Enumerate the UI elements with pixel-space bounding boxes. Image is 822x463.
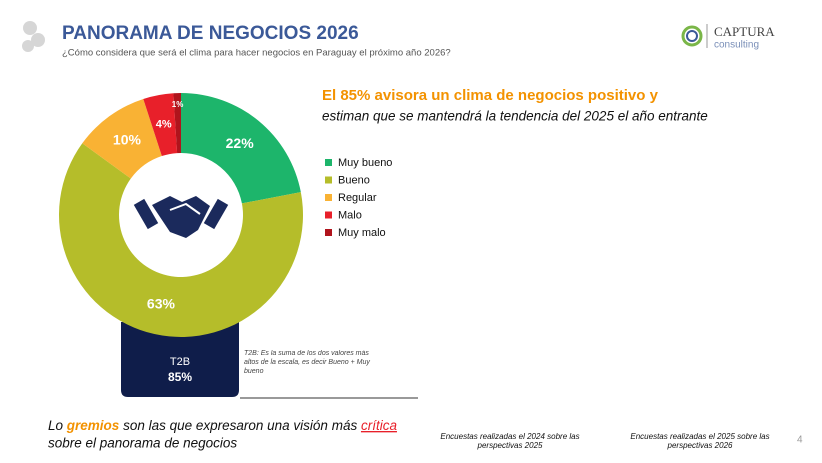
legend-swatch <box>325 159 332 166</box>
headline-2: estiman que se mantendrá la tendencia de… <box>322 109 708 124</box>
bottom-part: son las que expresaron una visión más <box>119 418 361 433</box>
footer-box: Encuestas realizadas el 2024 sobre las p… <box>440 432 580 450</box>
legend-label: Bueno <box>338 174 370 186</box>
value-label: 1% <box>172 100 184 109</box>
legend-swatch <box>325 211 332 219</box>
t2b-value: 85% <box>168 370 192 384</box>
bottom-part: Lo <box>48 418 67 433</box>
bottom-text-2: sobre el panorama de negocios <box>48 436 237 451</box>
footer-box: Encuestas realizadas el 2025 sobre las p… <box>630 432 770 450</box>
value-label: 4% <box>156 119 172 131</box>
t2b-note: T2B: Es la suma de los dos valores más a… <box>244 350 370 375</box>
page-number: 4 <box>797 435 803 446</box>
bottom-highlight: gremios <box>66 418 120 433</box>
headline: El 85% avisora un clima de negocios posi… <box>322 87 659 104</box>
slice <box>173 93 181 154</box>
value-label: 63% <box>147 295 176 311</box>
slice <box>58 143 304 337</box>
subtitle: ¿Cómo considera que será el clima para h… <box>62 48 451 59</box>
slice <box>143 93 178 157</box>
logo-name: CAPTURA <box>714 24 775 39</box>
legend-label: Muy malo <box>338 227 386 239</box>
legend: Muy bueno Bueno Regular Malo Muy malo <box>325 157 392 239</box>
t2b-label: T2B <box>170 356 190 368</box>
legend-swatch <box>325 229 332 236</box>
legend-label: Malo <box>338 209 362 221</box>
slice <box>82 98 162 179</box>
value-label: 22% <box>226 135 255 151</box>
t2b-note-box: T2B: Es la suma de los dos valores más a… <box>244 350 370 375</box>
decor-dots <box>22 21 45 52</box>
slice <box>181 93 301 204</box>
legend-label: Muy bueno <box>338 157 392 169</box>
value-label: 10% <box>113 131 142 147</box>
footer-note: Encuestas realizadas el 2024 sobre las p… <box>440 432 580 450</box>
footer-note: Encuestas realizadas el 2025 sobre las p… <box>630 432 770 450</box>
logo: CAPTURA consulting <box>681 24 775 51</box>
bottom-highlight: crítica <box>361 418 397 433</box>
logo-sub: consulting <box>714 40 759 51</box>
legend-label: Regular <box>338 192 377 204</box>
legend-swatch <box>325 194 332 201</box>
handshake-icon <box>133 196 229 238</box>
bottom-text: Lo gremios son las que expresaron una vi… <box>48 418 397 433</box>
title: PANORAMA DE NEGOCIOS 2026 <box>62 23 359 44</box>
t2b-box <box>121 322 239 397</box>
legend-swatch <box>325 176 332 184</box>
donut: 22% 63% 10% 4% 1% <box>58 93 304 337</box>
